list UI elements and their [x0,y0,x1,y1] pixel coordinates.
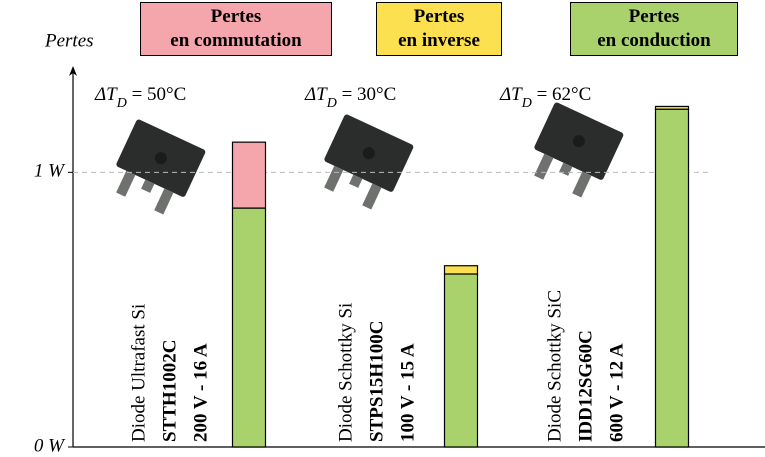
bar-segment [231,207,267,448]
delta-t-annotation: ΔTD = 50°C [94,84,186,110]
annotation-part: D [521,96,532,111]
bar-segment [443,273,479,448]
legend-entry: Pertes en commutation [140,2,332,56]
annotation-part: = 62°C [532,84,592,105]
axis-arrow [69,66,77,76]
annotation-part: ΔT [304,84,328,105]
device-type: Diode Schottky Si [335,303,356,442]
bar-segment [443,265,479,275]
component-icon [324,114,414,210]
device-label: 600 V - 12 A [606,343,627,442]
component-icon [534,102,624,198]
y-axis-label: Pertes [44,30,94,51]
annotation-part: = 30°C [337,84,397,105]
annotation-part: ΔT [499,84,523,105]
annotation-part: D [116,96,127,111]
annotation-part: ΔT [94,84,118,105]
bar-segment [654,108,690,448]
legend-entry: Pertes en conduction [570,2,738,56]
bar-segment [231,141,267,209]
device-type: Diode Schottky SiC [544,290,565,442]
y-tick-label: 1 W [34,161,66,182]
annotation-part: = 50°C [127,84,187,105]
device-label: 100 V - 15 A [397,343,418,442]
delta-t-annotation: ΔTD = 30°C [304,84,396,110]
annotation-part: D [326,96,337,111]
delta-t-annotation: ΔTD = 62°C [499,84,591,110]
device-type: Diode Ultrafast Si [128,304,149,442]
device-label: STTH1002C [159,340,180,442]
device-label: IDD12SG60C [575,330,596,442]
y-tick-label: 0 W [34,435,66,456]
bar-segment [654,105,690,110]
component-icon [116,119,206,215]
device-label: STPS15H100C [366,321,387,442]
device-label: 200 V - 16 A [190,343,211,442]
legend-entry: Pertes en inverse [376,2,502,56]
